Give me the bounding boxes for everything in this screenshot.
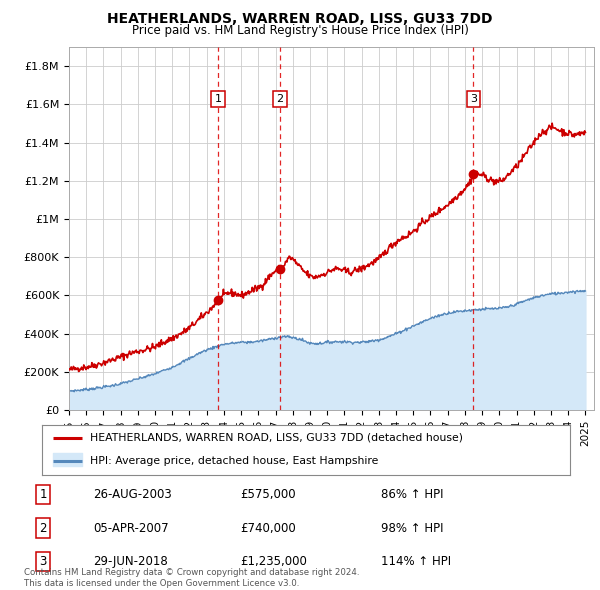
- Text: 3: 3: [40, 555, 47, 568]
- Text: 1: 1: [214, 94, 221, 104]
- Text: £1,235,000: £1,235,000: [240, 555, 307, 568]
- Text: £575,000: £575,000: [240, 488, 296, 501]
- Text: Contains HM Land Registry data © Crown copyright and database right 2024.
This d: Contains HM Land Registry data © Crown c…: [24, 568, 359, 588]
- Text: HEATHERLANDS, WARREN ROAD, LISS, GU33 7DD (detached house): HEATHERLANDS, WARREN ROAD, LISS, GU33 7D…: [89, 433, 463, 443]
- Text: 05-APR-2007: 05-APR-2007: [93, 522, 169, 535]
- Text: 114% ↑ HPI: 114% ↑ HPI: [381, 555, 451, 568]
- Text: HPI: Average price, detached house, East Hampshire: HPI: Average price, detached house, East…: [89, 456, 378, 466]
- Text: 29-JUN-2018: 29-JUN-2018: [93, 555, 168, 568]
- Text: 1: 1: [40, 488, 47, 501]
- Text: 2: 2: [276, 94, 283, 104]
- Text: 3: 3: [470, 94, 477, 104]
- Text: 98% ↑ HPI: 98% ↑ HPI: [381, 522, 443, 535]
- Text: Price paid vs. HM Land Registry's House Price Index (HPI): Price paid vs. HM Land Registry's House …: [131, 24, 469, 37]
- Text: £740,000: £740,000: [240, 522, 296, 535]
- Text: 86% ↑ HPI: 86% ↑ HPI: [381, 488, 443, 501]
- Text: HEATHERLANDS, WARREN ROAD, LISS, GU33 7DD: HEATHERLANDS, WARREN ROAD, LISS, GU33 7D…: [107, 12, 493, 26]
- Text: 26-AUG-2003: 26-AUG-2003: [93, 488, 172, 501]
- Text: 2: 2: [40, 522, 47, 535]
